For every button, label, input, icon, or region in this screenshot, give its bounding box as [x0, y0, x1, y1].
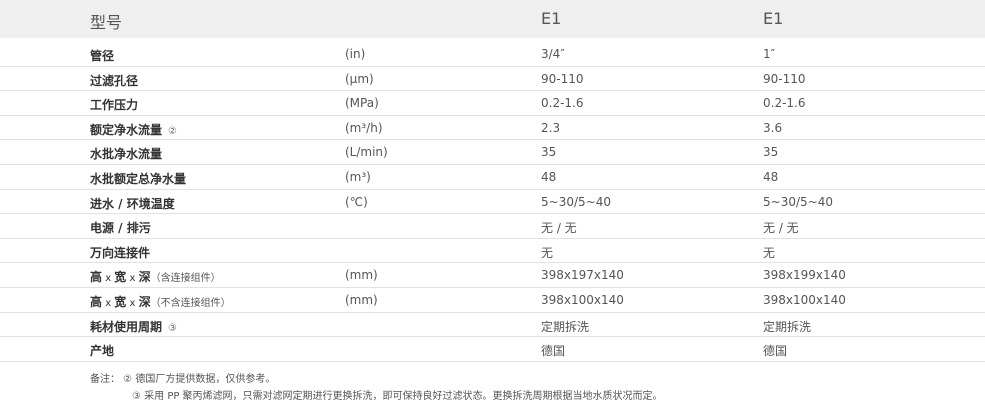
spec-value: 398x100x140	[763, 292, 846, 307]
spec-value: 35	[541, 145, 557, 160]
table-row: 高 x 宽 x 深（含连接组件） (mm) 398x197x140 398x199x1…	[0, 263, 985, 288]
spec-name: 高 x 宽 x 深（含连接组件）	[90, 268, 221, 285]
note: ③ 采用 PP 聚丙烯滤网，只需对滤网定期进行更换拆洗，即可保持良好过滤状态。更…	[132, 391, 663, 402]
spec-value: 90-110	[541, 71, 584, 86]
spec-name: 耗材使用周期 ③	[90, 318, 177, 335]
spec-value: 35	[763, 145, 779, 160]
model-label: 型号	[90, 13, 123, 32]
spec-label: 万向连接件	[90, 245, 151, 260]
spec-unit: (m³/h)	[345, 120, 383, 135]
table-row: 进水 / 环境温度 (℃) 5~30/5~40 5~30/5~40	[0, 190, 985, 215]
times-sign: x	[126, 297, 139, 309]
spec-label: 进水 / 环境温度	[90, 196, 175, 211]
spec-label: 深	[138, 270, 151, 285]
spec-value: 无 / 无	[763, 221, 799, 236]
spec-label: 耗材使用周期	[90, 319, 163, 334]
spec-unit: (mm)	[345, 292, 378, 307]
spec-name: 额定净水流量 ②	[90, 121, 177, 138]
spec-name: 高 x 宽 x 深（不含连接组件）	[90, 293, 231, 310]
times-sign: x	[102, 297, 115, 309]
spec-value: 5~30/5~40	[541, 194, 611, 209]
spec-label: 电源 / 排污	[90, 221, 151, 236]
spec-unit: (MPa)	[345, 96, 379, 111]
spec-value: 0.2-1.6	[763, 96, 806, 111]
spec-label: 管径	[90, 49, 115, 63]
spec-label: 过滤孔径	[90, 73, 139, 88]
spec-value: 5~30/5~40	[763, 194, 833, 209]
spec-value: 3/4″	[541, 47, 565, 61]
spec-label: 水批净水流量	[90, 147, 163, 162]
spec-value: 48	[541, 169, 557, 184]
spec-value: 无 / 无	[541, 221, 577, 236]
spec-label: 水批额定总净水量	[90, 171, 187, 186]
spec-value: 0.2-1.6	[541, 96, 584, 111]
table-row: 万向连接件 无 无	[0, 239, 985, 264]
table-row: 电源 / 排污 无 / 无 无 / 无	[0, 214, 985, 239]
spec-name: 进水 / 环境温度	[90, 195, 175, 212]
spec-value: 2.3	[541, 120, 561, 135]
spec-unit: (L/min)	[345, 145, 388, 160]
spec-label: 高	[90, 294, 103, 309]
spec-value: 无	[541, 245, 554, 260]
spec-name: 电源 / 排污	[90, 219, 151, 236]
spec-sublabel: （含连接组件）	[150, 273, 221, 285]
spec-value: 定期拆洗	[541, 319, 590, 334]
note: 备注： ② 德国厂方提供数据，仅供参考。	[90, 374, 276, 385]
spec-name: 过滤孔径	[90, 72, 138, 89]
spec-unit: (μm)	[345, 71, 374, 86]
footnote-mark: ②	[168, 125, 177, 137]
notes: 备注： ② 德国厂方提供数据，仅供参考。 ③ 采用 PP 聚丙烯滤网，只需对滤网…	[90, 371, 663, 405]
spec-unit: (mm)	[345, 268, 378, 283]
times-sign: x	[126, 273, 139, 285]
spec-label: 宽	[114, 294, 127, 309]
spec-value: 定期拆洗	[763, 319, 812, 334]
spec-value: 48	[763, 169, 779, 184]
table-row: 管径 (in) 3/4″ 1″	[0, 42, 985, 67]
spec-name: 管径	[90, 47, 114, 64]
table-row: 过滤孔径 (μm) 90-110 90-110	[0, 67, 985, 92]
spec-unit: (℃)	[345, 194, 368, 209]
spec-name: 工作压力	[90, 96, 138, 113]
table-row: 水批额定总净水量 (m³) 48 48	[0, 165, 985, 190]
spec-label: 产地	[90, 344, 115, 359]
spec-name: 水批净水流量	[90, 145, 162, 162]
spec-sublabel: （不含连接组件）	[150, 297, 231, 309]
spec-unit: (m³)	[345, 169, 371, 184]
table-row: 耗材使用周期 ③ 定期拆洗 定期拆洗	[0, 313, 985, 338]
spec-unit: (in)	[345, 47, 366, 61]
model-name: E1	[541, 9, 562, 28]
spec-label: 深	[138, 294, 151, 309]
table-row: 产地 德国 德国	[0, 337, 985, 362]
spec-name: 万向连接件	[90, 244, 150, 261]
spec-name: 水批额定总净水量	[90, 170, 186, 187]
spec-value: 无	[763, 245, 776, 260]
spec-value: 德国	[541, 344, 566, 359]
footnote-mark: ③	[168, 322, 177, 334]
table-row: 工作压力 (MPa) 0.2-1.6 0.2-1.6	[0, 91, 985, 116]
spec-table: 管径 (in) 3/4″ 1″ 过滤孔径 (μm) 90-110 90-110 工作压力 (MPa…	[0, 42, 985, 362]
spec-value: 398x197x140	[541, 268, 624, 283]
model-name: E1	[763, 9, 784, 28]
table-row: 水批净水流量 (L/min) 35 35	[0, 140, 985, 165]
table-header: 型号 E1 E1	[0, 0, 985, 38]
spec-value: 3.6	[763, 120, 783, 135]
spec-name: 产地	[90, 342, 114, 359]
spec-value: 398x199x140	[763, 268, 846, 283]
spec-label: 宽	[114, 270, 127, 285]
spec-label: 高	[90, 270, 103, 285]
spec-value: 1″	[763, 47, 776, 61]
spec-label: 工作压力	[90, 98, 139, 113]
table-row: 额定净水流量 ② (m³/h) 2.3 3.6	[0, 116, 985, 141]
spec-label: 额定净水流量	[90, 122, 163, 137]
spec-value: 90-110	[763, 71, 806, 86]
spec-value: 398x100x140	[541, 292, 624, 307]
table-row: 高 x 宽 x 深（不含连接组件） (mm) 398x100x140 398x100x…	[0, 288, 985, 313]
times-sign: x	[102, 273, 115, 285]
spec-value: 德国	[763, 344, 788, 359]
